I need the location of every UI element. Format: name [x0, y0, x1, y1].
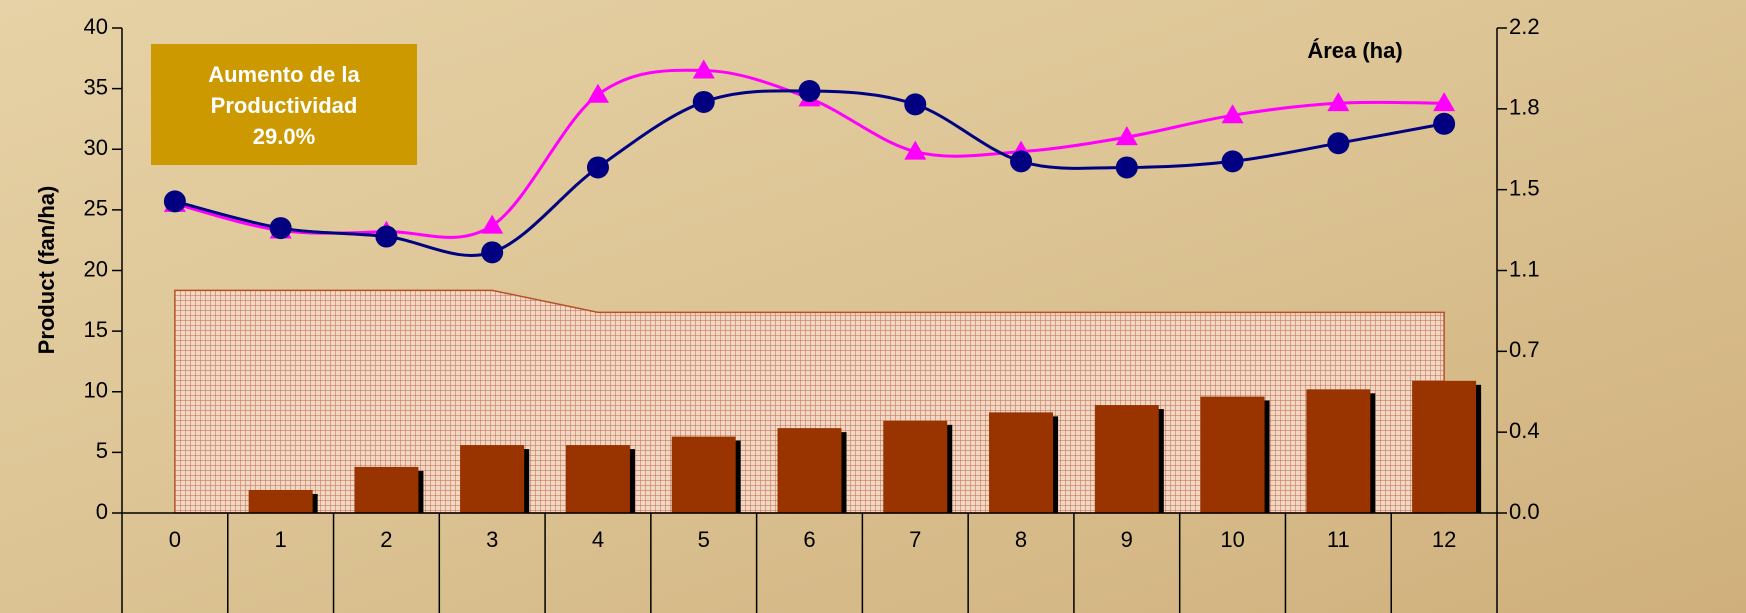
y-tick-label: 15: [84, 317, 108, 342]
marker-circle: [798, 80, 821, 103]
bar: [1412, 380, 1477, 513]
annotation-box: [151, 44, 417, 165]
x-tick-label: 12: [1432, 527, 1456, 552]
marker-circle: [1433, 112, 1456, 135]
y2-tick-label: 1.1: [1509, 256, 1540, 281]
y2-tick-label: 1.8: [1509, 95, 1540, 120]
marker-triangle: [1221, 104, 1244, 124]
x-tick-label: 11: [1327, 527, 1350, 552]
bar: [1094, 405, 1159, 513]
marker-circle: [1115, 156, 1138, 179]
marker-circle: [269, 217, 292, 240]
x-tick-label: 7: [909, 527, 921, 552]
y-tick-label: 20: [84, 256, 108, 281]
y2-tick-label: 2.2: [1509, 14, 1540, 39]
marker-triangle: [1327, 92, 1350, 112]
x-tick-label: 8: [1015, 527, 1027, 552]
x-tick-label: 1: [275, 527, 287, 552]
x-tick-label: 2: [380, 527, 392, 552]
marker-circle: [163, 190, 186, 213]
bar: [1306, 389, 1371, 513]
bar: [777, 428, 842, 513]
bar: [671, 436, 736, 513]
marker-triangle: [692, 59, 715, 79]
x-tick-label: 5: [698, 527, 710, 552]
bar: [1200, 396, 1265, 513]
marker-circle: [1010, 150, 1033, 173]
annotation-text: Productividad: [211, 93, 358, 118]
marker-triangle: [586, 83, 609, 103]
annotation-text: 29.0%: [253, 124, 315, 149]
marker-triangle: [481, 214, 504, 234]
bar: [354, 466, 419, 513]
y-axis-label: Product (fan/ha): [34, 186, 59, 355]
marker-circle: [481, 241, 504, 264]
y2-tick-label: 0.0: [1509, 499, 1540, 524]
y-tick-label: 5: [96, 438, 108, 463]
bar: [989, 412, 1054, 513]
bar: [565, 445, 630, 513]
y-tick-label: 30: [84, 135, 108, 160]
bar: [883, 420, 948, 513]
y-tick-label: 10: [84, 378, 108, 403]
y2-tick-label: 0.7: [1509, 337, 1540, 362]
y-tick-label: 35: [84, 74, 108, 99]
marker-triangle: [1115, 126, 1138, 146]
x-tick-label: 6: [803, 527, 815, 552]
y-tick-label: 0: [96, 499, 108, 524]
marker-circle: [904, 93, 927, 116]
y-tick-label: 25: [84, 196, 108, 221]
marker-circle: [692, 90, 715, 113]
x-tick-label: 10: [1220, 527, 1244, 552]
marker-triangle: [1433, 92, 1456, 112]
y2-tick-label: 1.5: [1509, 175, 1540, 200]
annotation-text: Aumento de la: [208, 62, 360, 87]
bar: [248, 489, 313, 513]
x-tick-label: 9: [1121, 527, 1133, 552]
marker-circle: [375, 225, 398, 248]
x-tick-label: 4: [592, 527, 604, 552]
marker-circle: [1221, 150, 1244, 173]
marker-triangle: [904, 140, 927, 160]
bar: [460, 445, 525, 513]
marker-circle: [1327, 132, 1350, 155]
y2-tick-label: 0.4: [1509, 418, 1540, 443]
marker-circle: [586, 156, 609, 179]
x-tick-label: 0: [169, 527, 181, 552]
y-tick-label: 40: [84, 14, 108, 39]
area-label: Área (ha): [1307, 38, 1402, 63]
x-tick-label: 3: [486, 527, 498, 552]
